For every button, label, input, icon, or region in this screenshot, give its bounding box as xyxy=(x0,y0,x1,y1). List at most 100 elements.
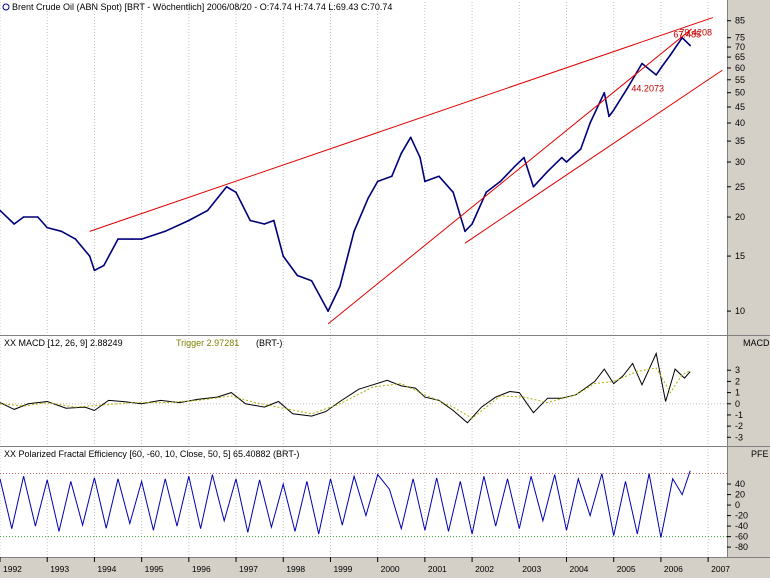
price-point xyxy=(140,238,143,240)
macd-title: XX MACD [12, 26, 9] 2.88249 xyxy=(4,338,123,348)
price-y-tick-label: 70 xyxy=(735,42,745,52)
price-point xyxy=(612,109,615,111)
channel-trendline-label: 44.2073 xyxy=(631,84,664,94)
x-tick-label: 1993 xyxy=(50,564,69,574)
x-tick-label: 2004 xyxy=(569,564,588,574)
pfe-y-tick-label: 20 xyxy=(735,490,745,500)
price-point xyxy=(669,54,672,56)
price-point xyxy=(206,209,209,212)
price-point xyxy=(22,216,25,218)
price-y-tick-label: 55 xyxy=(735,75,745,85)
price-title-icon xyxy=(2,3,10,11)
macd-y-tick-label: 3 xyxy=(735,365,740,375)
price-y-tick-label: 50 xyxy=(735,88,745,98)
x-tick-label: 2001 xyxy=(428,564,447,574)
price-y-tick-label: 40 xyxy=(735,118,745,128)
price-point xyxy=(560,156,563,159)
x-tick-label: 2003 xyxy=(522,564,541,574)
lower-trendline xyxy=(327,28,692,325)
macd-y-tick-label: 2 xyxy=(735,376,740,386)
price-point xyxy=(36,216,39,218)
x-tick-label: 1995 xyxy=(145,564,164,574)
x-tick-label: 2002 xyxy=(475,564,494,574)
macd-y-tick-label: 1 xyxy=(735,388,740,398)
price-point xyxy=(164,230,167,233)
x-axis-panel xyxy=(0,557,770,578)
price-point xyxy=(471,223,473,225)
price-point xyxy=(565,161,568,163)
price-point xyxy=(376,180,379,183)
price-y-tick-label: 35 xyxy=(735,136,745,146)
price-point xyxy=(641,62,643,65)
pfe-line xyxy=(0,470,691,538)
price-point xyxy=(131,238,133,240)
macd-line xyxy=(0,351,691,424)
upper-trendline xyxy=(89,17,713,232)
macd-trigger-line xyxy=(0,367,691,419)
pfe-y-tick-label: -80 xyxy=(735,542,748,552)
pfe-y-tick-label: -20 xyxy=(735,511,748,521)
x-tick-label: 1992 xyxy=(3,564,22,574)
price-point xyxy=(273,219,275,222)
price-point xyxy=(546,170,549,173)
price-y-tick-label: 60 xyxy=(735,63,745,73)
pfe-y-tick-label: 0 xyxy=(735,500,740,510)
price-point xyxy=(513,165,516,168)
price-point xyxy=(603,91,606,94)
macd-side-label: MACD xyxy=(743,338,770,348)
price-point xyxy=(627,86,629,89)
price-point xyxy=(409,136,412,139)
macd-title-suffix: (BRT-) xyxy=(256,338,282,348)
price-y-tick-label: 20 xyxy=(735,212,745,222)
price-point xyxy=(46,226,49,229)
price-point xyxy=(523,156,525,159)
price-y-tick-label: 25 xyxy=(735,182,745,192)
macd-y-tick-label: -3 xyxy=(735,432,743,442)
price-point xyxy=(282,255,285,257)
price-point xyxy=(367,197,370,199)
price-point xyxy=(296,274,299,277)
price-point xyxy=(589,122,591,124)
macd-trigger-label: Trigger 2.97281 xyxy=(176,338,239,348)
price-point xyxy=(117,238,119,240)
price-point xyxy=(339,285,341,288)
x-tick-label: 2006 xyxy=(664,564,683,574)
price-point xyxy=(400,152,403,155)
pfe-y-tick-label: 40 xyxy=(735,479,745,489)
price-point xyxy=(263,223,266,225)
price-point xyxy=(391,175,393,178)
lower-trendline-label: 67.485 xyxy=(673,30,701,40)
pfe-title: XX Polarized Fractal Efficiency [60, -60… xyxy=(4,449,299,459)
y-axis-panel xyxy=(727,0,770,578)
price-point xyxy=(235,191,237,194)
price-point xyxy=(424,180,426,183)
macd-y-tick-label: -1 xyxy=(735,410,743,420)
price-point xyxy=(464,230,466,233)
x-tick-label: 1994 xyxy=(97,564,116,574)
price-y-tick-label: 45 xyxy=(735,102,745,112)
channel-trendline xyxy=(464,69,723,244)
price-point xyxy=(103,264,105,267)
price-point xyxy=(249,219,252,222)
price-point xyxy=(532,185,535,188)
price-y-tick-label: 75 xyxy=(735,33,745,43)
price-point xyxy=(93,269,96,272)
price-point xyxy=(0,209,1,212)
macd-y-tick-label: 0 xyxy=(735,399,740,409)
price-chart-title: Brent Crude Oil (ABN Spot) [BRT - Wöchen… xyxy=(12,2,392,12)
price-point xyxy=(327,310,329,312)
price-y-tick-label: 10 xyxy=(735,306,745,316)
price-y-tick-label: 65 xyxy=(735,52,745,62)
price-point xyxy=(310,280,313,282)
price-point xyxy=(660,67,662,69)
x-tick-label: 1999 xyxy=(333,564,352,574)
price-point xyxy=(60,230,63,233)
pfe-side-label: PFE xyxy=(751,449,769,459)
upper-trendline-label: 79.4208 xyxy=(679,28,712,38)
price-point xyxy=(225,185,228,188)
x-tick-label: 1996 xyxy=(192,564,211,574)
price-point xyxy=(419,156,421,159)
